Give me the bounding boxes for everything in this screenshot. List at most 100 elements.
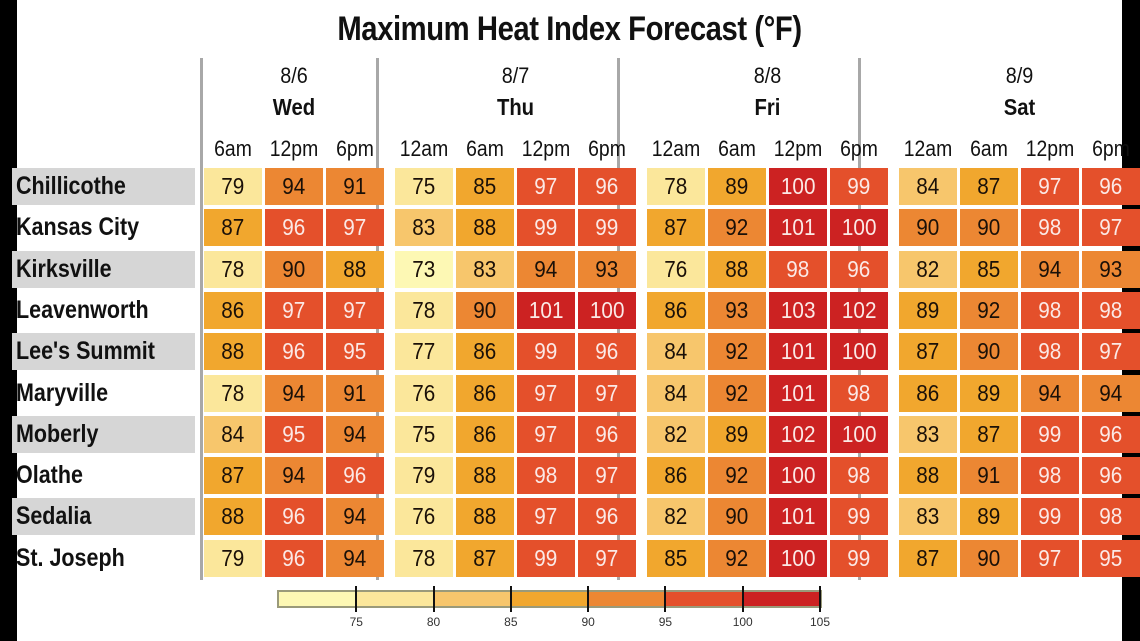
heat-value: 78 <box>221 379 245 406</box>
day-header: 8/9 Sat <box>899 62 1140 124</box>
legend-tick-label: 80 <box>426 615 441 629</box>
heat-cell: 101 <box>769 374 827 412</box>
heat-value: 85 <box>473 173 497 199</box>
heat-cell: 73 <box>395 250 453 288</box>
legend-tick <box>819 586 821 612</box>
day-date: 8/6 <box>280 63 308 88</box>
city-label: Sedalia <box>12 498 195 536</box>
heat-value: 92 <box>725 214 749 241</box>
heat-cell: 100 <box>830 415 888 453</box>
heat-value: 86 <box>664 462 688 489</box>
heat-value: 98 <box>1099 503 1123 530</box>
heat-value: 96 <box>1099 462 1123 489</box>
heat-value: 90 <box>725 503 749 530</box>
heat-value: 87 <box>221 214 245 241</box>
heat-cell: 87 <box>899 333 957 371</box>
heat-value: 94 <box>343 503 367 530</box>
heat-cell: 95 <box>265 415 323 453</box>
heat-cell: 96 <box>265 498 323 536</box>
heat-cell: 89 <box>708 415 766 453</box>
heat-value: 91 <box>343 379 367 406</box>
time-header: 12pm <box>269 136 319 161</box>
heat-value: 94 <box>282 379 306 406</box>
heat-value: 97 <box>534 420 558 447</box>
heat-value: 101 <box>780 503 816 530</box>
heat-cell: 83 <box>899 498 957 536</box>
heat-value: 94 <box>534 255 558 282</box>
heat-value: 98 <box>847 462 871 489</box>
heat-cell: 84 <box>647 333 705 371</box>
legend-tick-label: 100 <box>732 615 753 629</box>
heat-cell: 90 <box>708 498 766 536</box>
city-name: Moberly <box>16 419 99 448</box>
city-label: Moberly <box>12 415 195 453</box>
heat-value: 102 <box>780 420 816 447</box>
heat-value: 86 <box>221 296 245 323</box>
heat-cell: 97 <box>1021 168 1079 205</box>
time-header: 6am <box>214 136 252 161</box>
city-label: Kirksville <box>12 250 195 288</box>
heat-value: 89 <box>977 503 1001 530</box>
day-date: 8/7 <box>501 63 530 88</box>
heat-cell: 97 <box>517 498 575 536</box>
heat-value: 96 <box>1099 173 1123 199</box>
heat-value: 96 <box>282 503 306 530</box>
heat-value: 97 <box>1038 173 1062 199</box>
heat-value: 97 <box>595 462 619 489</box>
heat-cell: 82 <box>647 498 705 536</box>
heat-cell: 94 <box>517 250 575 288</box>
heat-value: 86 <box>473 338 497 365</box>
heat-cell: 86 <box>456 333 514 371</box>
day-name: Sat <box>1003 94 1036 120</box>
heat-value: 78 <box>221 255 245 282</box>
heat-value: 76 <box>664 255 688 282</box>
legend-tick-label: 85 <box>504 615 518 629</box>
legend-tick <box>355 586 358 612</box>
heat-cell: 90 <box>456 291 514 329</box>
chart-title: Maximum Heat Index Forecast (°F) <box>337 10 802 48</box>
heat-value: 94 <box>1038 255 1062 282</box>
heat-value: 91 <box>977 462 1001 489</box>
legend-swatch <box>588 592 666 606</box>
heat-value: 98 <box>1038 338 1062 365</box>
heat-cell: 78 <box>647 168 705 205</box>
heat-value: 97 <box>343 296 367 323</box>
heat-cell: 83 <box>395 209 453 247</box>
heat-value: 96 <box>847 255 871 282</box>
heat-cell: 92 <box>708 333 766 371</box>
heat-value: 78 <box>664 173 688 199</box>
heat-value: 94 <box>343 420 367 447</box>
heat-value: 89 <box>725 173 749 199</box>
heat-cell: 100 <box>830 333 888 371</box>
heat-value: 88 <box>916 462 940 489</box>
heat-cell: 90 <box>960 539 1018 577</box>
heat-value: 76 <box>412 503 436 530</box>
heat-cell: 92 <box>708 539 766 577</box>
heat-cell: 100 <box>769 539 827 577</box>
heat-cell: 97 <box>517 168 575 205</box>
heat-value: 91 <box>343 173 367 199</box>
heat-cell: 94 <box>265 374 323 412</box>
heat-value: 95 <box>1099 544 1123 571</box>
heat-cell: 91 <box>326 168 384 205</box>
heat-cell: 94 <box>265 168 323 205</box>
color-legend <box>277 590 822 608</box>
city-label: Olathe <box>12 457 195 494</box>
heat-value: 98 <box>1038 214 1062 241</box>
heat-cell: 91 <box>326 374 384 412</box>
heat-cell: 86 <box>899 374 957 412</box>
time-header: 6pm <box>588 136 626 161</box>
heat-cell: 94 <box>1021 374 1079 412</box>
time-header: 12am <box>651 136 701 161</box>
heat-cell: 87 <box>204 209 262 247</box>
heat-cell: 89 <box>708 168 766 205</box>
heat-value: 90 <box>977 338 1001 365</box>
heat-cell: 92 <box>708 209 766 247</box>
heat-cell: 100 <box>578 291 636 329</box>
heat-value: 88 <box>473 503 497 530</box>
heat-cell: 94 <box>265 457 323 495</box>
heat-cell: 99 <box>1021 498 1079 536</box>
heat-value: 95 <box>343 338 367 365</box>
heat-value: 73 <box>412 255 436 282</box>
heat-value: 100 <box>780 544 816 571</box>
